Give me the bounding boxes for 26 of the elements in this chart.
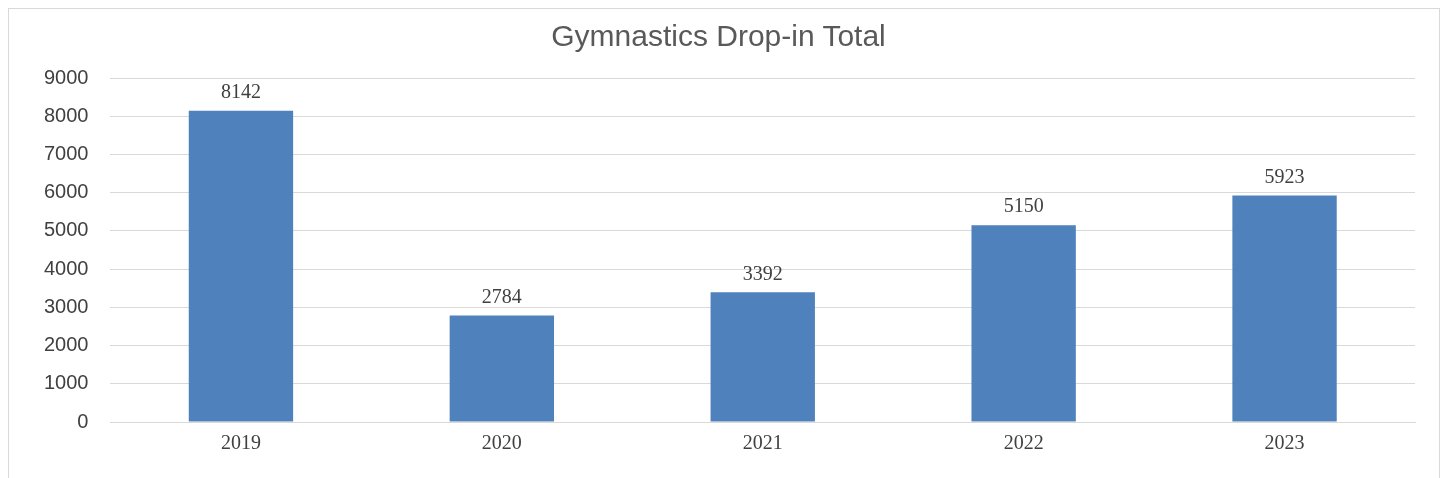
bar: [188, 110, 294, 422]
y-tick-label: 2000: [43, 333, 89, 356]
x-tick-label: 2022: [1003, 431, 1044, 454]
chart-title: Gymnastics Drop-in Total: [551, 19, 886, 53]
y-tick-label: 9000: [43, 65, 89, 88]
x-tick-label: 2020: [481, 431, 522, 454]
y-tick-label: 8000: [43, 103, 89, 126]
x-tick-label: 2021: [742, 431, 783, 454]
y-tick-label: 1000: [43, 371, 89, 394]
data-label: 2784: [481, 284, 522, 307]
x-tick-label: 2023: [1264, 431, 1305, 454]
data-label: 5923: [1264, 164, 1305, 187]
y-tick-label: 4000: [43, 256, 89, 279]
y-tick-label: 6000: [43, 180, 89, 203]
y-tick-label: 0: [77, 409, 89, 432]
bar: [449, 315, 555, 422]
bar: [971, 225, 1076, 422]
data-label: 5150: [1003, 194, 1044, 217]
y-tick-label: 5000: [43, 218, 89, 241]
bar: [1232, 195, 1337, 422]
data-label: 8142: [220, 80, 261, 103]
y-tick-label: 3000: [43, 294, 89, 317]
data-label: 3392: [742, 261, 783, 284]
bar: [710, 292, 815, 422]
x-tick-label: 2019: [220, 431, 261, 454]
y-tick-label: 7000: [43, 141, 89, 164]
